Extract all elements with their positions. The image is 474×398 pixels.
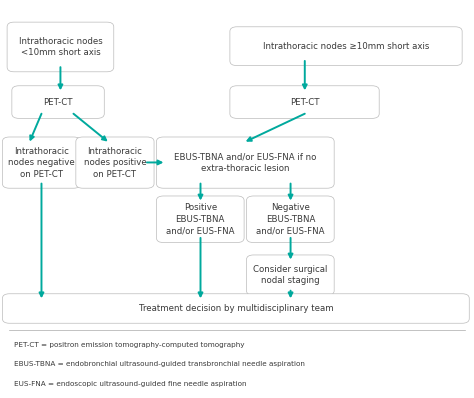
Text: Intrathoracic
nodes positive
on PET-CT: Intrathoracic nodes positive on PET-CT	[83, 146, 146, 179]
Text: EUS-FNA = endoscopic ultrasound-guided fine needle aspiration: EUS-FNA = endoscopic ultrasound-guided f…	[14, 381, 247, 387]
FancyBboxPatch shape	[230, 27, 462, 66]
Text: Negative
EBUS-TBNA
and/or EUS-FNA: Negative EBUS-TBNA and/or EUS-FNA	[256, 203, 325, 235]
FancyBboxPatch shape	[76, 137, 154, 188]
FancyBboxPatch shape	[246, 255, 334, 295]
FancyBboxPatch shape	[7, 22, 114, 72]
Text: Intrathoracic nodes
<10mm short axis: Intrathoracic nodes <10mm short axis	[18, 37, 102, 57]
Text: PET-CT = positron emission tomography-computed tomography: PET-CT = positron emission tomography-co…	[14, 342, 245, 348]
Text: Treatment decision by multidisciplinary team: Treatment decision by multidisciplinary …	[138, 304, 333, 313]
Text: PET-CT: PET-CT	[290, 98, 319, 107]
Text: PET-CT: PET-CT	[43, 98, 73, 107]
FancyBboxPatch shape	[156, 196, 244, 242]
FancyBboxPatch shape	[246, 196, 334, 242]
Text: Consider surgical
nodal staging: Consider surgical nodal staging	[253, 265, 328, 285]
FancyBboxPatch shape	[156, 137, 334, 188]
Text: Intrathoracic nodes ≥10mm short axis: Intrathoracic nodes ≥10mm short axis	[263, 42, 429, 51]
FancyBboxPatch shape	[230, 86, 379, 118]
FancyBboxPatch shape	[2, 294, 469, 323]
Text: Positive
EBUS-TBNA
and/or EUS-FNA: Positive EBUS-TBNA and/or EUS-FNA	[166, 203, 235, 235]
FancyBboxPatch shape	[12, 86, 104, 118]
Text: EBUS-TBNA and/or EUS-FNA if no
extra-thoracic lesion: EBUS-TBNA and/or EUS-FNA if no extra-tho…	[174, 152, 317, 173]
Text: EBUS-TBNA = endobronchial ultrasound-guided transbronchial needle aspiration: EBUS-TBNA = endobronchial ultrasound-gui…	[14, 361, 305, 367]
Text: Intrathoracic
nodes negative
on PET-CT: Intrathoracic nodes negative on PET-CT	[8, 146, 75, 179]
FancyBboxPatch shape	[2, 137, 81, 188]
